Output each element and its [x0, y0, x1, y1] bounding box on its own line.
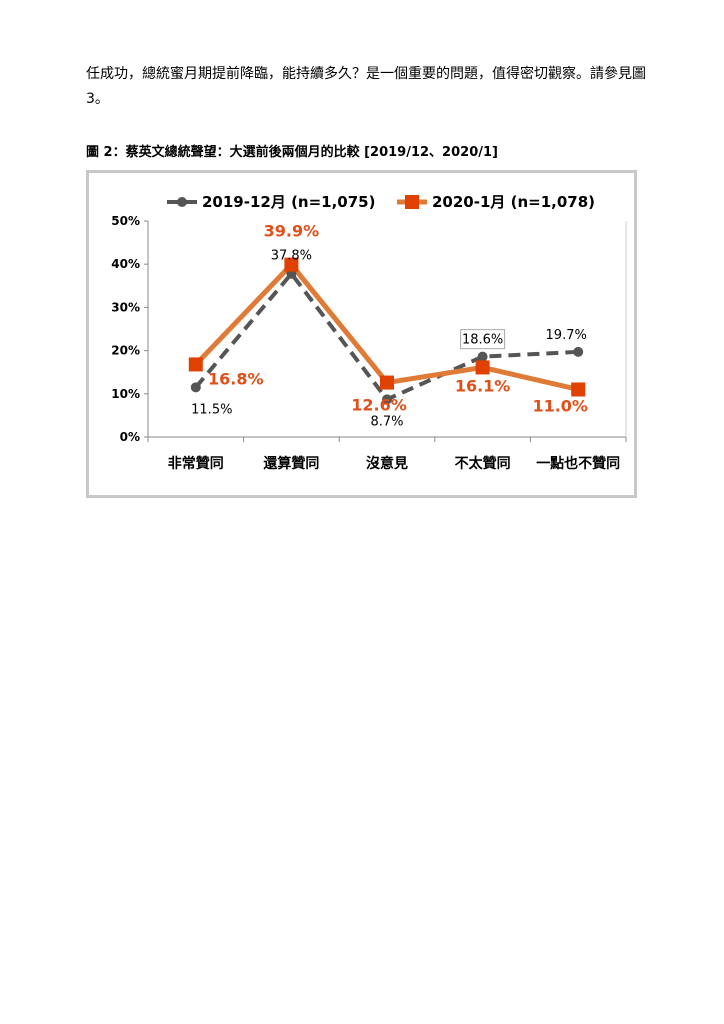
series-point-2019-12 — [190, 382, 201, 393]
body-paragraph: 任成功，總統蜜月期提前降臨，能持續多久？是一個重要的問題，值得密切觀察。請參見圖… — [86, 66, 646, 107]
data-label-2020-1: 11.0% — [532, 396, 588, 415]
series-point-2020-1 — [188, 357, 203, 372]
y-tick-label: 40% — [111, 257, 140, 271]
data-label-2020-1: 39.9% — [264, 222, 320, 241]
data-label-2019-12: 8.7% — [370, 414, 403, 429]
x-tick-label: 一點也不贊同 — [536, 455, 620, 472]
line-chart: 0% 10% 20% 30% 40% 50% 非常贊同 還算贊同 沒意見 不太贊同 一點也不贊同 11… — [111, 193, 627, 472]
data-label-2020-1: 12.6% — [351, 396, 407, 415]
x-tick-label: 不太贊同 — [455, 455, 511, 472]
data-label-2019-12: 18.6% — [462, 333, 503, 348]
data-label-2020-1: 16.1% — [455, 376, 511, 395]
y-tick-label: 30% — [111, 300, 140, 314]
y-tick-label: 50% — [111, 214, 140, 228]
series-point-2019-12 — [573, 346, 584, 357]
y-tick-label: 10% — [111, 387, 140, 401]
legend-label-2019-12: 2019-12月 (n=1,075) — [202, 193, 375, 211]
y-tick-label: 20% — [111, 344, 140, 358]
series-point-2020-1 — [284, 257, 299, 272]
series-point-2020-1 — [571, 382, 586, 397]
series-point-2019-12 — [477, 351, 488, 362]
data-label-2019-12: 19.7% — [546, 328, 587, 343]
series-point-2020-1 — [380, 375, 394, 390]
data-label-2020-1: 16.8% — [208, 369, 264, 388]
data-label-2019-12: 11.5% — [191, 402, 232, 417]
series-point-2020-1 — [475, 360, 490, 375]
data-label-2019-12: 37.8% — [271, 249, 312, 264]
x-tick-label: 非常贊同 — [168, 455, 224, 472]
chart-frame: 0% 10% 20% 30% 40% 50% 非常贊同 還算贊同 沒意見 不太贊同 一點也不贊同 11… — [86, 170, 637, 498]
legend-label-2020-1: 2020-1月 (n=1,078) — [432, 193, 595, 211]
data-label-box — [460, 329, 506, 350]
y-tick-label: 0% — [120, 430, 140, 444]
legend-marker-2020-1 — [405, 195, 419, 209]
figure-caption: 圖 2：蔡英文總統聲望：大選前後兩個月的比較 [2019/12、2020/1] — [86, 145, 498, 160]
series-point-2019-12 — [382, 394, 392, 405]
x-tick-label: 還算贊同 — [263, 455, 319, 472]
x-tick-label: 沒意見 — [366, 455, 408, 472]
legend-marker-2019-12 — [177, 197, 187, 207]
